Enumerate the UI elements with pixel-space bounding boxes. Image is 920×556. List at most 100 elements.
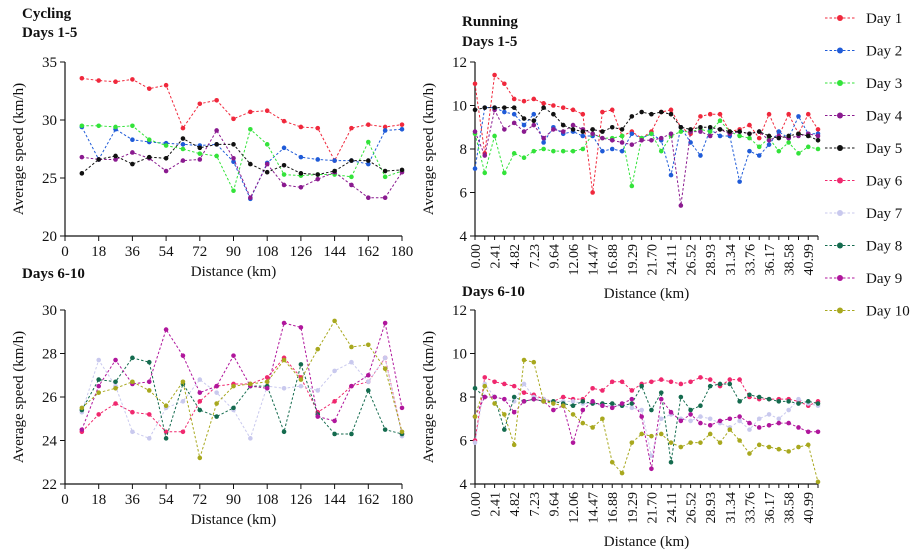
data-point bbox=[281, 320, 287, 326]
data-point bbox=[737, 399, 742, 404]
x-tick-label: 0.00 bbox=[469, 244, 484, 269]
data-point bbox=[113, 79, 118, 85]
data-point bbox=[366, 342, 371, 348]
series-line bbox=[81, 319, 403, 460]
data-point bbox=[570, 399, 576, 404]
data-point bbox=[717, 381, 723, 387]
y-tick-label: 6 bbox=[460, 434, 468, 450]
data-point bbox=[747, 392, 752, 398]
data-point bbox=[349, 182, 354, 188]
legend-label: Day 1 bbox=[866, 11, 902, 27]
series-line bbox=[81, 321, 403, 430]
data-point bbox=[531, 122, 537, 128]
legend-label: Day 5 bbox=[866, 141, 902, 157]
data-point bbox=[382, 168, 388, 174]
data-point bbox=[298, 362, 304, 367]
data-point bbox=[698, 124, 703, 130]
data-point bbox=[766, 444, 772, 450]
data-point bbox=[511, 96, 517, 102]
data-point bbox=[163, 436, 169, 441]
data-point bbox=[619, 379, 625, 385]
data-point bbox=[756, 425, 762, 430]
data-point bbox=[609, 379, 615, 385]
legend-item: Day 4 bbox=[825, 109, 903, 125]
data-point bbox=[231, 188, 236, 194]
x-tick-label: 108 bbox=[256, 492, 279, 508]
data-point bbox=[521, 122, 527, 128]
data-point bbox=[382, 124, 388, 130]
x-tick-label: 40.99 bbox=[802, 492, 817, 524]
data-point bbox=[815, 127, 821, 132]
x-tick-label: 12.06 bbox=[567, 492, 582, 524]
data-point bbox=[482, 105, 488, 110]
data-point bbox=[707, 431, 713, 437]
x-tick-label: 18 bbox=[91, 492, 106, 508]
data-point bbox=[130, 355, 135, 361]
data-point bbox=[163, 403, 169, 409]
legend-swatch-marker bbox=[837, 145, 843, 151]
data-point bbox=[366, 195, 371, 201]
data-point bbox=[492, 72, 497, 78]
data-point bbox=[609, 401, 615, 406]
x-axis-label: Distance (km) bbox=[191, 264, 276, 280]
data-point bbox=[521, 399, 527, 404]
data-point bbox=[658, 148, 664, 154]
x-tick-label: 4.82 bbox=[508, 492, 523, 517]
series-line bbox=[474, 396, 818, 469]
data-point bbox=[796, 151, 801, 156]
legend-label: Day 7 bbox=[866, 206, 903, 222]
data-point bbox=[315, 346, 321, 352]
series-line bbox=[474, 108, 819, 206]
data-point bbox=[649, 111, 654, 117]
data-point bbox=[619, 133, 625, 139]
data-point bbox=[521, 357, 527, 363]
x-tick-label: 9.64 bbox=[547, 492, 562, 517]
data-point bbox=[349, 125, 354, 131]
x-tick-label: 144 bbox=[323, 244, 346, 260]
data-point bbox=[698, 403, 703, 409]
data-point bbox=[609, 459, 615, 465]
legend-item: Day 5 bbox=[825, 141, 902, 157]
data-point bbox=[472, 107, 478, 113]
data-point bbox=[511, 442, 517, 448]
data-point bbox=[298, 325, 304, 330]
data-point bbox=[688, 407, 693, 413]
chart-title: Cycling bbox=[22, 6, 72, 22]
data-point bbox=[163, 82, 169, 88]
x-tick-label: 24.11 bbox=[665, 244, 680, 275]
data-point bbox=[521, 116, 527, 121]
data-point bbox=[649, 138, 654, 143]
data-point bbox=[399, 122, 405, 127]
data-point bbox=[541, 135, 546, 141]
data-point bbox=[79, 427, 85, 432]
data-point bbox=[163, 327, 169, 332]
data-point bbox=[281, 429, 287, 435]
data-point bbox=[281, 162, 287, 168]
data-point bbox=[698, 375, 703, 380]
data-point bbox=[590, 399, 595, 404]
data-point bbox=[668, 172, 674, 178]
legend-swatch-marker bbox=[837, 47, 843, 54]
data-point bbox=[707, 129, 713, 134]
data-point bbox=[766, 422, 772, 428]
data-point bbox=[678, 381, 684, 387]
x-tick-label: 2.41 bbox=[489, 244, 504, 269]
y-tick-label: 35 bbox=[42, 55, 57, 71]
series-day-3 bbox=[79, 123, 405, 194]
data-point bbox=[560, 148, 566, 154]
data-point bbox=[214, 390, 219, 395]
data-point bbox=[472, 414, 478, 419]
data-point bbox=[492, 105, 497, 110]
data-point bbox=[197, 455, 203, 461]
data-point bbox=[560, 403, 566, 409]
data-point bbox=[600, 109, 605, 115]
data-point bbox=[146, 137, 152, 143]
data-point bbox=[815, 138, 821, 143]
chart-title: Days 6-10 bbox=[22, 266, 85, 282]
data-point bbox=[580, 146, 586, 152]
y-tick-label: 30 bbox=[42, 303, 57, 319]
data-point bbox=[629, 440, 635, 445]
data-point bbox=[264, 379, 270, 385]
data-point bbox=[281, 386, 287, 391]
data-point bbox=[113, 153, 118, 159]
